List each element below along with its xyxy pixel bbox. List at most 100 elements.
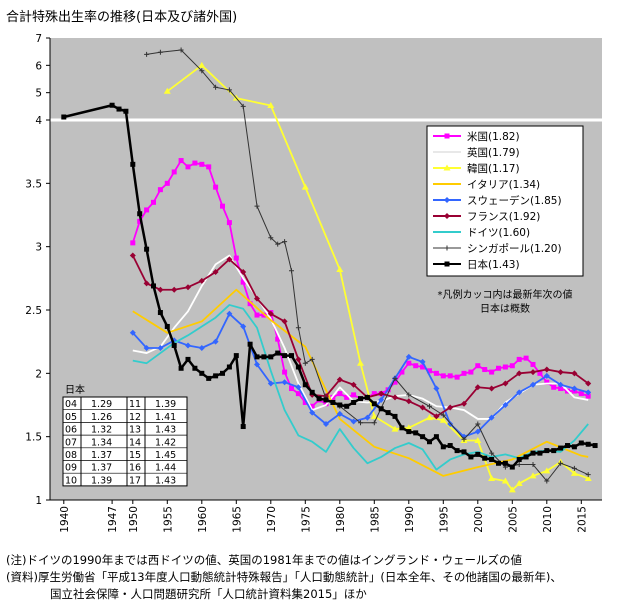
- table-cell: 1.44: [155, 463, 176, 474]
- data-point: [282, 239, 288, 245]
- data-point: [444, 213, 450, 219]
- table-cell: 1.39: [91, 475, 112, 486]
- table-cell: 1.43: [155, 475, 176, 486]
- data-point: [185, 164, 191, 170]
- data-point: [254, 361, 260, 368]
- data-point: [571, 465, 577, 471]
- data-point: [344, 394, 350, 400]
- data-point: [557, 369, 564, 376]
- data-point: [488, 474, 496, 481]
- data-point: [543, 372, 550, 379]
- data-point: [592, 443, 598, 449]
- data-point: [171, 342, 177, 348]
- table-cell: 1.34: [91, 437, 112, 448]
- data-point: [302, 399, 308, 405]
- data-point: [578, 391, 584, 397]
- data-point: [226, 87, 232, 93]
- data-point: [585, 472, 591, 478]
- data-point: [185, 356, 191, 362]
- legend-label: 米国(1.82): [467, 130, 520, 143]
- data-point: [571, 385, 578, 392]
- data-point: [109, 102, 115, 108]
- table-cell: 10: [65, 475, 77, 486]
- data-point: [268, 354, 274, 360]
- x-tick-label: 2010: [542, 506, 554, 533]
- data-point: [474, 428, 481, 435]
- chart-notes: (注)ドイツの1990年までは西ドイツの値、英国の1981年までの値はイングラン…: [6, 552, 562, 603]
- x-tick-label: 1947: [107, 506, 119, 533]
- data-point: [254, 312, 260, 318]
- table-cell: 1.43: [155, 425, 176, 436]
- data-point: [351, 392, 357, 398]
- data-point: [571, 444, 577, 450]
- data-point: [198, 277, 205, 284]
- table-cell: 1.41: [155, 412, 176, 423]
- data-point: [440, 444, 446, 450]
- data-point: [392, 375, 398, 381]
- data-point: [226, 364, 232, 370]
- data-point: [427, 403, 432, 409]
- x-tick-label: 1990: [404, 506, 416, 533]
- data-point: [240, 424, 246, 430]
- data-point: [426, 414, 433, 421]
- data-point: [192, 160, 198, 166]
- data-point: [502, 380, 509, 387]
- data-point: [558, 460, 564, 466]
- table-cell: 1.29: [91, 399, 112, 410]
- data-point: [413, 363, 419, 369]
- data-point: [130, 240, 136, 246]
- data-point: [475, 421, 481, 427]
- data-point: [336, 376, 343, 383]
- data-point: [551, 448, 557, 454]
- data-point: [440, 412, 446, 418]
- data-point: [171, 286, 178, 293]
- table-cell: 1.45: [155, 450, 176, 461]
- legend-label: イタリア(1.34): [467, 179, 540, 191]
- table-cell: 1.37: [91, 463, 112, 474]
- data-point: [267, 380, 274, 387]
- data-point: [443, 164, 451, 171]
- data-point: [544, 478, 550, 484]
- data-point: [220, 203, 225, 209]
- legend-label: スウェーデン(1.85): [467, 194, 562, 207]
- data-point: [496, 460, 501, 466]
- data-point: [144, 51, 150, 57]
- data-point: [130, 161, 136, 167]
- data-point: [157, 286, 164, 293]
- data-point: [488, 414, 495, 421]
- data-point: [212, 338, 219, 345]
- y-tick-label: 7: [35, 33, 42, 45]
- data-point: [461, 449, 467, 455]
- data-point: [144, 246, 150, 252]
- data-point: [198, 61, 206, 68]
- data-point: [413, 430, 419, 436]
- data-point: [357, 359, 364, 366]
- data-point: [337, 402, 343, 408]
- series-line: [132, 312, 589, 438]
- data-point: [371, 391, 377, 397]
- data-point: [502, 460, 508, 466]
- data-point: [171, 169, 177, 175]
- data-point: [516, 389, 523, 396]
- data-point: [178, 365, 184, 371]
- data-point: [267, 102, 275, 109]
- x-tick-label: 1960: [197, 506, 209, 533]
- table-cell: 08: [65, 450, 77, 461]
- table-cell: 11: [129, 399, 141, 410]
- data-point: [419, 404, 426, 411]
- data-point: [444, 261, 450, 267]
- data-point: [178, 47, 184, 53]
- x-tick-label: 2015: [576, 506, 588, 533]
- data-point: [323, 397, 329, 403]
- x-tick-label: 1970: [266, 506, 278, 533]
- data-point: [433, 385, 440, 392]
- data-point: [489, 369, 495, 375]
- data-point: [371, 401, 377, 407]
- data-point: [157, 310, 163, 316]
- data-point: [558, 445, 564, 451]
- data-point: [433, 413, 440, 420]
- data-point: [405, 424, 413, 431]
- data-point: [468, 454, 474, 460]
- data-point: [254, 354, 260, 360]
- data-point: [178, 158, 184, 164]
